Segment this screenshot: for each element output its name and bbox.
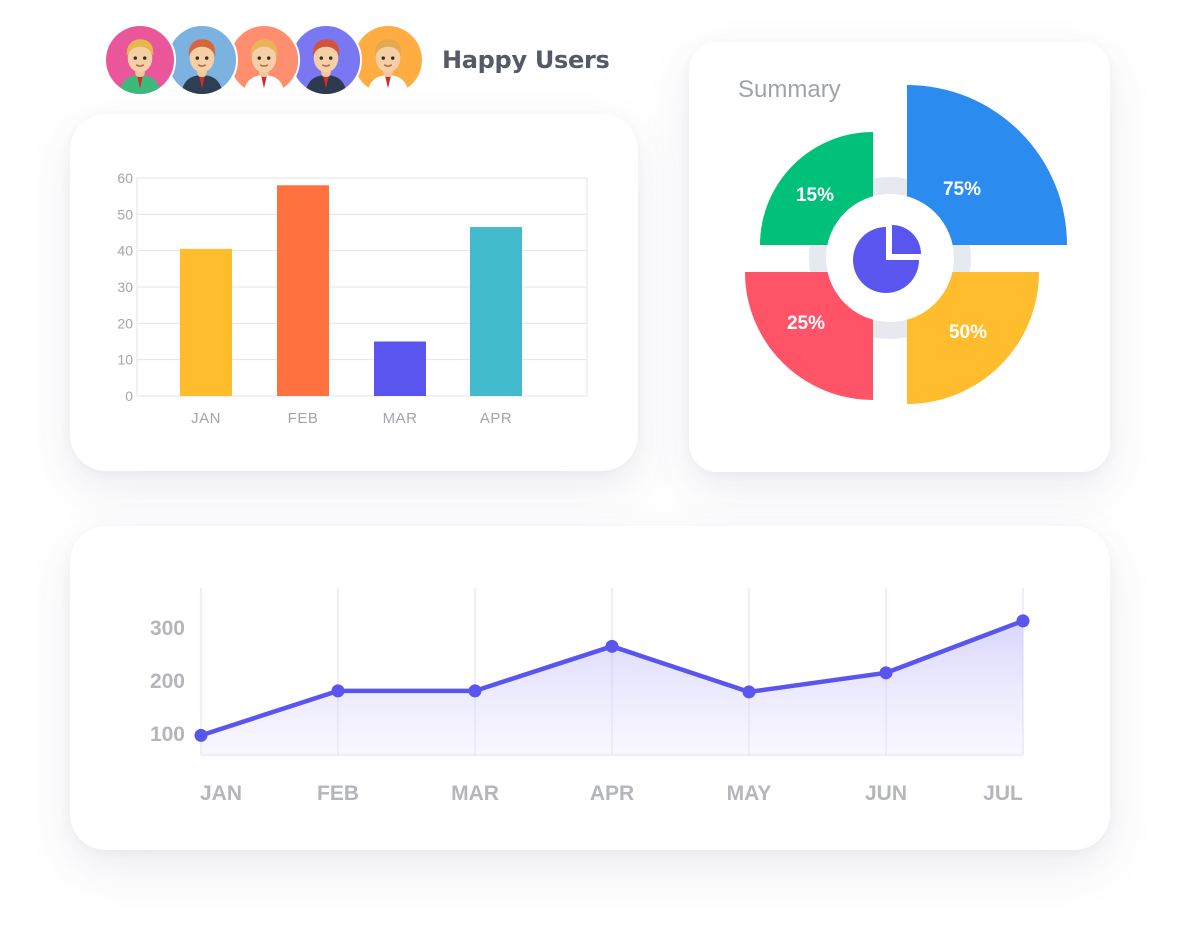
summary-card: Summary 75% 50% 25% 15% [689, 42, 1110, 472]
bar-jan [180, 248, 232, 396]
y-tick-label: 30 [117, 279, 133, 295]
y-tick-label: 40 [117, 243, 133, 259]
y-tick-label: 20 [117, 315, 133, 331]
avatar-4 [290, 24, 362, 96]
slice-label-bottom-left: 25% [787, 313, 825, 334]
x-tick-label: APR [590, 782, 634, 805]
avatar-1 [104, 24, 176, 96]
slice-bottom-left [745, 272, 873, 400]
point-mar [468, 684, 482, 698]
line-chart-card: 100 200 300 JAN FEB MAR APR MAY JUN JUL [70, 526, 1110, 850]
x-tick-label: MAR [383, 410, 418, 427]
y-tick-label: 300 [150, 617, 185, 640]
area-fill [201, 620, 1023, 755]
x-tick-label: JUN [865, 782, 907, 805]
x-tick-label: JUL [983, 782, 1023, 805]
y-tick-label: 50 [117, 206, 133, 222]
slice-label-top-right: 75% [943, 179, 981, 200]
bar-mar [374, 341, 426, 396]
bar-apr [470, 227, 522, 396]
point-may [742, 685, 756, 699]
avatar-2 [166, 24, 238, 96]
avatar-3 [228, 24, 300, 96]
x-tick-label: JAN [191, 410, 221, 427]
happy-users-label: Happy Users [442, 46, 610, 74]
area-chart: 100 200 300 JAN FEB MAR APR MAY JUN JUL [150, 588, 1030, 805]
summary-center [826, 194, 954, 322]
x-tick-label: MAY [727, 782, 772, 805]
point-feb [331, 684, 345, 698]
point-apr [605, 639, 619, 653]
point-jan [194, 728, 208, 742]
y-tick-label: 60 [117, 170, 133, 186]
slice-label-bottom-right: 50% [949, 322, 987, 343]
bar-chart-card: 0 10 20 30 40 50 60 JAN FEB MAR APR [70, 114, 638, 471]
point-jun [879, 666, 893, 680]
point-jul [1016, 614, 1030, 628]
bar-feb [277, 185, 329, 396]
y-tick-label: 100 [150, 723, 185, 746]
y-tick-label: 0 [125, 388, 133, 404]
slice-label-top-left: 15% [796, 185, 834, 206]
x-tick-label: APR [480, 410, 512, 427]
avatar-5 [352, 24, 424, 96]
happy-users-group: Happy Users [104, 24, 610, 96]
slice-top-right [907, 85, 1067, 245]
x-tick-label: MAR [451, 782, 499, 805]
summary-chart: Summary 75% 50% 25% 15% [738, 76, 1067, 404]
pie-chart-icon [853, 225, 921, 293]
x-tick-label: JAN [200, 782, 242, 805]
x-tick-label: FEB [317, 782, 359, 805]
bar-chart: 0 10 20 30 40 50 60 JAN FEB MAR APR [117, 170, 588, 427]
pie-icon-minor [892, 225, 921, 254]
pie-icon-major [853, 227, 919, 293]
slice-bottom-right [907, 272, 1039, 404]
summary-title: Summary [738, 76, 841, 103]
y-tick-label: 200 [150, 670, 185, 693]
y-tick-label: 10 [117, 352, 133, 368]
x-tick-label: FEB [288, 410, 319, 427]
